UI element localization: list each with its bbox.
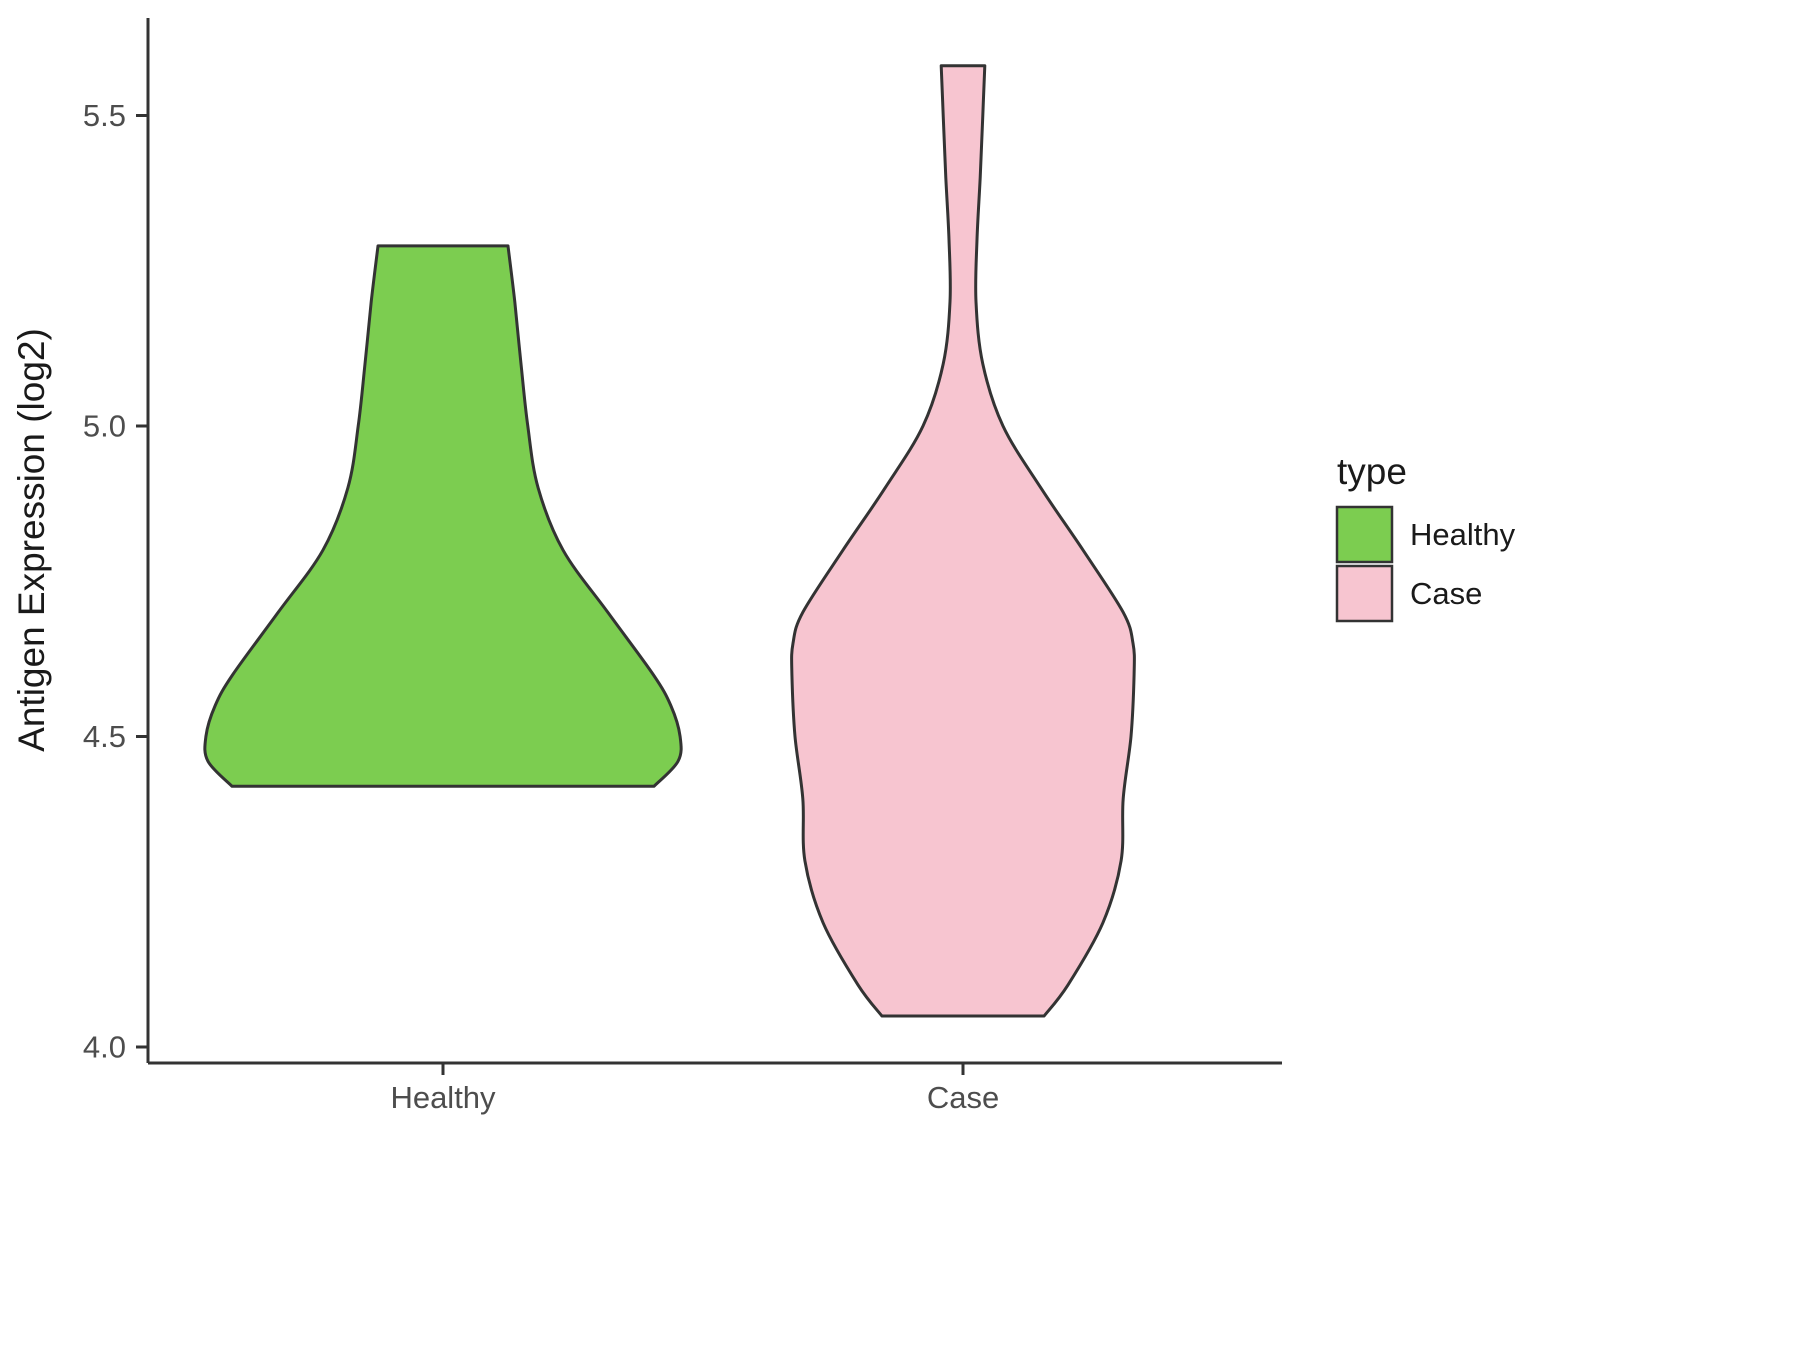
violins-layer	[203, 64, 1136, 1018]
violin-healthy	[203, 244, 683, 788]
legend-key-case	[1335, 564, 1394, 623]
x-category-labels: Healthy Case	[390, 1080, 999, 1115]
y-tick-labels: 4.0 4.5 5.0 5.5	[83, 98, 126, 1065]
y-tick-label: 5.5	[83, 98, 126, 133]
violin-case	[790, 64, 1136, 1018]
y-tick-label: 5.0	[83, 409, 126, 444]
legend-key-healthy	[1335, 505, 1394, 564]
legend-title: type	[1337, 451, 1407, 492]
legend-label-healthy: Healthy	[1410, 517, 1516, 552]
x-category-label-case: Case	[927, 1080, 999, 1115]
y-tick-label: 4.0	[83, 1030, 126, 1065]
legend-label-case: Case	[1410, 576, 1482, 611]
y-axis-title: Antigen Expression (log2)	[11, 328, 52, 752]
x-category-label-healthy: Healthy	[390, 1080, 496, 1115]
axes-layer	[136, 18, 1282, 1075]
legend: type Healthy Case	[1335, 451, 1516, 623]
y-tick-label: 4.5	[83, 719, 126, 754]
